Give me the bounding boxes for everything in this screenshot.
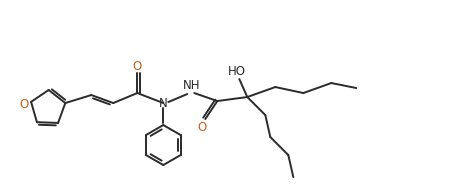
Text: O: O: [198, 120, 207, 134]
Text: N: N: [159, 97, 168, 110]
Text: HO: HO: [228, 65, 246, 78]
Text: O: O: [133, 59, 142, 73]
Text: NH: NH: [183, 78, 200, 92]
Text: O: O: [19, 98, 29, 111]
